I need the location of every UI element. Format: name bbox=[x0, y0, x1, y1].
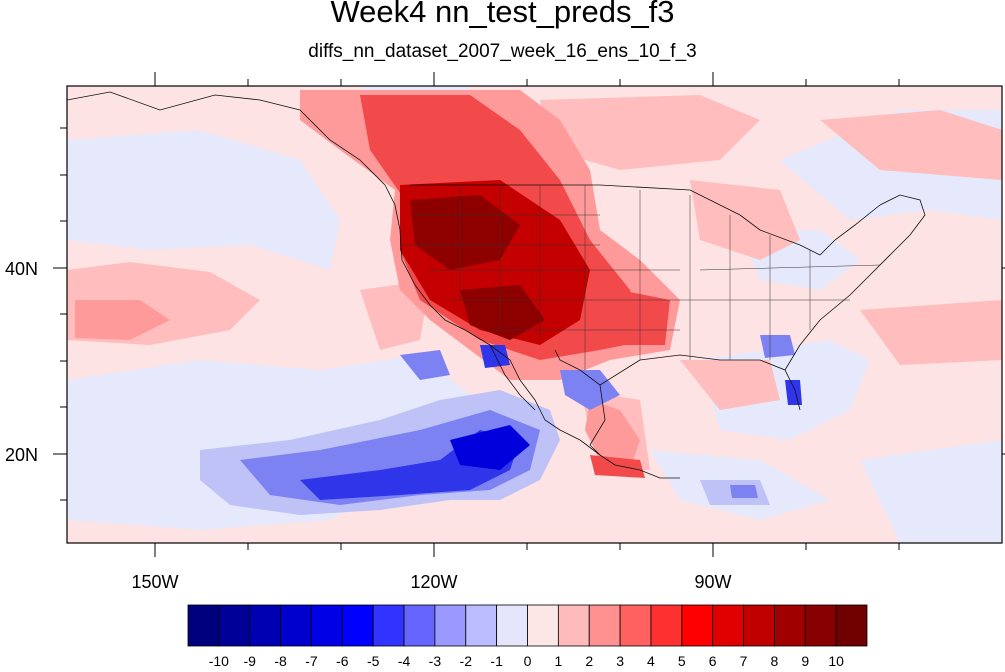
lat-label-20n: 20N bbox=[5, 445, 38, 465]
lon-label-90w: 90W bbox=[694, 572, 731, 592]
colorbar-label: -7 bbox=[305, 653, 318, 669]
colorbar-label: 9 bbox=[801, 653, 809, 669]
colorbar-swatch bbox=[712, 604, 744, 647]
colorbar-swatch bbox=[249, 604, 281, 647]
coastlines bbox=[67, 91, 926, 479]
colorbar-label: -9 bbox=[244, 653, 257, 669]
colorbar-label: 5 bbox=[678, 653, 686, 669]
colorbar-swatch bbox=[774, 604, 806, 647]
colorbar-label: 1 bbox=[554, 653, 562, 669]
anomaly-field bbox=[67, 86, 1002, 543]
colorbar-swatch bbox=[588, 604, 621, 647]
colorbar-swatch bbox=[835, 604, 868, 647]
lat-label-40n: 40N bbox=[5, 259, 38, 279]
colorbar-label: -10 bbox=[209, 653, 229, 669]
colorbar-label: 3 bbox=[616, 653, 624, 669]
colorbar-label: 4 bbox=[647, 653, 655, 669]
colorbar-label: 10 bbox=[828, 653, 844, 669]
colorbar-swatch bbox=[311, 604, 343, 647]
colorbar-swatch bbox=[804, 604, 837, 647]
colorbar-swatch bbox=[465, 604, 498, 647]
map-title: Week4 nn_test_preds_f3 bbox=[330, 0, 675, 29]
colorbar-swatch bbox=[403, 604, 436, 647]
colorbar-label: 6 bbox=[709, 653, 717, 669]
colorbar: -10 -9 -8 -7 -6 -5 -4 -3 -2 -1 0 1 2 3 4 5 6 7 8 9 10 bbox=[187, 604, 868, 669]
colorbar-label: -3 bbox=[429, 653, 442, 669]
colorbar-swatch bbox=[527, 604, 559, 647]
colorbar-label: -4 bbox=[398, 653, 411, 669]
colorbar-label: 0 bbox=[524, 653, 532, 669]
colorbar-swatch bbox=[619, 604, 652, 647]
axis-ticks bbox=[53, 72, 1005, 557]
colorbar-swatch bbox=[372, 604, 405, 647]
colorbar-swatch bbox=[187, 604, 220, 647]
colorbar-label: -1 bbox=[490, 653, 503, 669]
colorbar-swatch bbox=[650, 604, 683, 647]
colorbar-label: 8 bbox=[771, 653, 779, 669]
colorbar-swatch bbox=[743, 604, 775, 647]
colorbar-label: -6 bbox=[336, 653, 349, 669]
state-borders bbox=[400, 185, 881, 370]
colorbar-swatch bbox=[434, 604, 467, 647]
colorbar-label: -5 bbox=[367, 653, 380, 669]
colorbar-label: 7 bbox=[740, 653, 748, 669]
colorbar-label: -2 bbox=[460, 653, 473, 669]
colorbar-label: -8 bbox=[274, 653, 287, 669]
colorbar-swatch bbox=[218, 604, 251, 647]
lon-label-120w: 120W bbox=[410, 572, 457, 592]
colorbar-label: 2 bbox=[585, 653, 593, 669]
colorbar-swatch bbox=[496, 604, 528, 647]
map-subtitle: diffs_nn_dataset_2007_week_16_ens_10_f_3 bbox=[308, 41, 697, 62]
colorbar-swatch bbox=[681, 604, 714, 647]
colorbar-swatch bbox=[557, 604, 590, 647]
colorbar-swatch bbox=[280, 604, 312, 647]
lon-label-150w: 150W bbox=[131, 572, 178, 592]
colorbar-swatch bbox=[341, 604, 374, 647]
